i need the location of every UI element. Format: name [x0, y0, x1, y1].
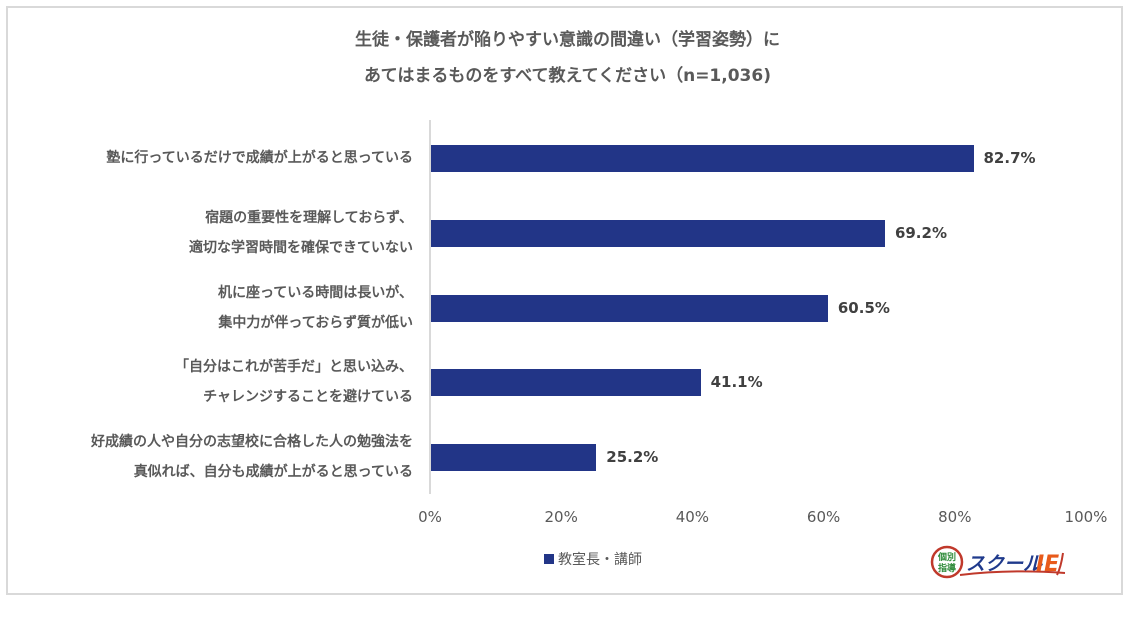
svg-text:スクール: スクール: [966, 553, 1043, 575]
category-label-line2: 適切な学習時間を確保できていない: [189, 239, 413, 256]
category-label-line2: チャレンジすることを避けている: [203, 389, 413, 406]
chart-title-line2: あてはまるものをすべて教えてください（n=1,036): [364, 66, 771, 86]
category-label: 宿題の重要性を理解しておらず、適切な学習時間を確保できていない: [189, 203, 413, 263]
x-tick-label: 0%: [418, 508, 442, 526]
x-tick-label: 100%: [1064, 508, 1108, 526]
x-tick-label: 40%: [675, 508, 710, 526]
data-label: 69.2%: [894, 223, 947, 242]
category-label-line2: 真似れば、自分も成績が上がると思っている: [133, 464, 413, 481]
x-tick-label: 20%: [544, 508, 578, 526]
school-ie-logo: 個別 指導 スクール IE: [930, 545, 1070, 579]
svg-text:指導: 指導: [938, 562, 956, 574]
data-label: 82.7%: [983, 149, 1036, 167]
data-label: 41.1%: [710, 373, 763, 392]
bar: [431, 444, 597, 472]
category-label: 机に座っている時間は長いが、 集中力が伴っておらず質が低い: [218, 278, 413, 338]
y-axis-line: [429, 120, 431, 494]
logo-icon: 個別 指導 スクール IE: [930, 545, 1066, 579]
category-label-line1: 「自分はこれが苦手だ」と思い込み、: [175, 359, 413, 376]
category-label: 「自分はこれが苦手だ」と思い込み、チャレンジすることを避けている: [175, 352, 413, 412]
category-label-line1: 好成績の人や自分の志望校に合格した人の勉強法を: [91, 434, 413, 451]
data-label: 60.5%: [837, 298, 890, 317]
bar: [431, 294, 828, 322]
x-tick-label: 60%: [806, 508, 841, 526]
category-label: 塾に行っているだけで成績が上がると思っている: [106, 143, 413, 173]
bar: [431, 219, 885, 247]
legend-label: 教室長・講師: [558, 552, 642, 568]
data-label: 25.2%: [606, 448, 659, 467]
category-label-line1: 机に座っている時間は長いが、: [217, 284, 413, 301]
x-tick-label: 80%: [938, 508, 972, 526]
bar: [431, 145, 974, 172]
category-label-line2: 集中力が伴っておらず質が低い: [218, 314, 413, 331]
svg-text:個別: 個別: [937, 551, 956, 563]
legend-swatch: [544, 554, 554, 564]
chart-title: 生徒・保護者が陥りやすい意識の間違い（学習姿勢）に あてはまるものをすべて教えて…: [0, 22, 1135, 94]
category-label-line1: 塾に行っているだけで成績が上がると思っている: [106, 150, 413, 166]
bar: [431, 369, 701, 397]
chart-title-line1: 生徒・保護者が陥りやすい意識の間違い（学習姿勢）に: [355, 30, 780, 50]
svg-text:IE: IE: [1036, 552, 1059, 577]
category-label: 好成績の人や自分の志望校に合格した人の勉強法を真似れば、自分も成績が上がると思っ…: [91, 427, 413, 487]
legend: 教室長・講師: [544, 549, 642, 569]
category-label-line1: 宿題の重要性を理解しておらず、: [205, 209, 413, 226]
